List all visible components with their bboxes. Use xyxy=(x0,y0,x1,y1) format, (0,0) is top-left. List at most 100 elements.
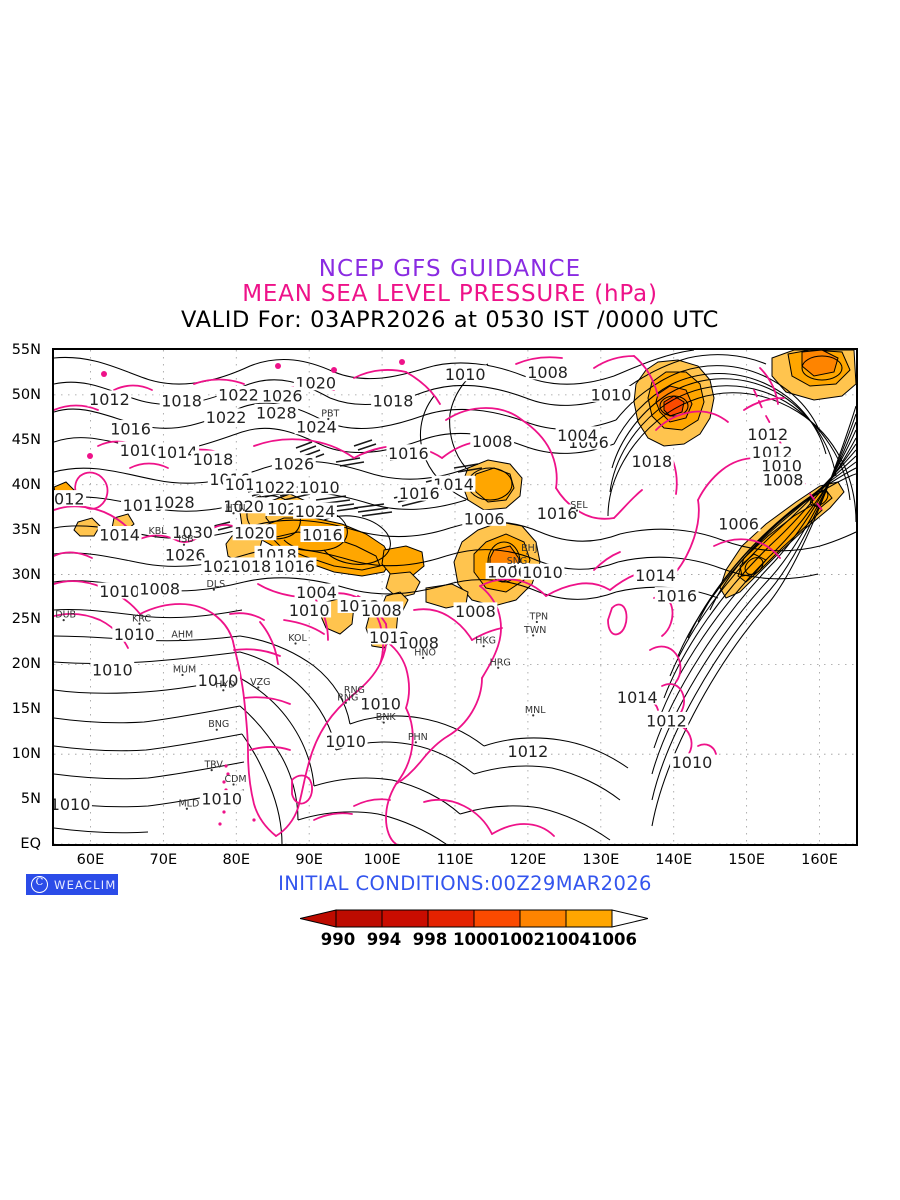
contour-label-halo xyxy=(97,582,142,599)
city-label-hyd: HYD xyxy=(215,680,235,691)
contour-label-halo xyxy=(271,455,316,472)
map-plot-area[interactable]: 1012 1018 1022 1020 1018 1010 1008 1010 1026 1028… xyxy=(52,348,858,846)
contour-label-halo xyxy=(232,524,277,541)
y-tick-45n: 45N xyxy=(11,431,41,448)
city-marker-dot xyxy=(62,619,65,622)
colorbar-tick-990: 990 xyxy=(320,930,356,949)
contour-label: 1010 xyxy=(360,694,401,713)
city-marker-dot xyxy=(182,543,186,546)
chart-title-block: NCEP GFS GUIDANCE MEAN SEA LEVEL PRESSUR… xyxy=(0,257,900,332)
contour-label: 1016 xyxy=(399,484,440,503)
contour-label: 1008 xyxy=(472,432,513,451)
contour-label-halo xyxy=(431,475,476,492)
city-marker-dot xyxy=(513,565,517,568)
y-tick-55n: 55N xyxy=(11,342,41,358)
city-label-mnl: MNL xyxy=(525,705,546,716)
y-axis-labels: 55N 50N 45N 40N 35N 30N 25N 20N 15N 10N 5N EQ xyxy=(0,342,48,852)
weaclim-label: WEACLIM xyxy=(54,877,117,892)
contour-label: 1026 xyxy=(165,545,206,564)
contour-label-halo xyxy=(759,456,804,473)
title-variable-name: MEAN SEA LEVEL PRESSURE (hPa) xyxy=(242,281,658,308)
city-label-trv: TRV xyxy=(203,760,223,771)
contour-label: 1028 xyxy=(154,493,195,512)
contour-label-halo xyxy=(253,478,297,495)
copyright-icon: C xyxy=(31,876,48,893)
city-marker-dot xyxy=(215,728,218,731)
city-label-dls: DLS xyxy=(207,579,226,590)
city-label-mum: MUM xyxy=(173,664,196,675)
contour-label: 1004 xyxy=(296,583,337,602)
contour-label: 1006 xyxy=(464,509,505,528)
contour-label: 1022 xyxy=(255,478,296,497)
city-marker-dot xyxy=(351,694,354,697)
contour-label-halo xyxy=(386,444,431,461)
contour-label: 1014 xyxy=(635,566,676,585)
contour-label: 1008 xyxy=(398,633,439,652)
contour-label-halo xyxy=(397,484,442,501)
contour-label-halo xyxy=(629,452,674,469)
contour-label-halo xyxy=(191,450,235,467)
colorbar-swatch xyxy=(335,909,383,928)
city-label-dub: DUB xyxy=(55,610,76,621)
contour-label-halo xyxy=(462,509,507,526)
colorbar-tick-994: 994 xyxy=(366,930,402,949)
contour-label-halo xyxy=(371,392,415,409)
city-marker-dot xyxy=(154,535,157,538)
contour-label-halo xyxy=(485,562,530,579)
y-tick-25n: 25N xyxy=(11,611,41,628)
colorbar-over-arrow xyxy=(611,909,648,928)
contour-label: 1008 xyxy=(139,579,180,598)
contour-label-halo xyxy=(196,671,240,688)
contour-label: 1010 xyxy=(54,795,90,814)
contour-label: 1018 xyxy=(631,452,672,471)
contour-label: 1018 xyxy=(193,450,234,469)
contour-label-halo xyxy=(294,583,339,600)
colorbar[interactable]: 990 994 998 1000 1002 1004 1006 xyxy=(300,908,648,954)
city-marker-dot xyxy=(482,645,485,648)
contour-label-halo xyxy=(670,753,714,770)
weaclim-logo: C WEACLIM xyxy=(26,874,118,895)
colorbar-tick-998: 998 xyxy=(412,930,448,949)
contour-label: 1010 xyxy=(120,441,161,460)
x-tick-130e: 130E xyxy=(582,852,620,868)
city-marker-dot xyxy=(232,783,235,786)
contour-label-halo xyxy=(294,418,339,435)
contour-label: 1026 xyxy=(274,455,315,474)
contour-label-halo xyxy=(155,443,200,460)
contour-label-halo xyxy=(525,363,570,380)
y-tick-15n: 15N xyxy=(11,701,41,718)
contour-label: 1010 xyxy=(445,365,486,384)
contour-label-halo xyxy=(443,365,488,382)
colorbar-swatch xyxy=(427,909,475,928)
contour-label: 1012 xyxy=(89,390,130,409)
city-marker-dot xyxy=(422,656,425,659)
contour-label-halo xyxy=(359,601,404,618)
contour-label-halo xyxy=(297,478,342,495)
colorbar-tick-labels: 990 994 998 1000 1002 1004 1006 xyxy=(300,930,648,952)
colorbar-swatch xyxy=(473,909,521,928)
x-tick-150e: 150E xyxy=(728,852,766,868)
city-label-ahm: AHM xyxy=(171,629,193,640)
contour-label-halo xyxy=(228,557,273,574)
contour-label-halo xyxy=(555,426,600,443)
x-tick-110e: 110E xyxy=(436,852,474,868)
city-marker-dot xyxy=(344,701,347,704)
y-tick-20n: 20N xyxy=(11,656,41,673)
contour-label: 1010 xyxy=(299,478,340,497)
contour-label-halo xyxy=(287,601,332,618)
contour-label-halo xyxy=(108,420,153,437)
contour-label-halo xyxy=(293,374,338,391)
contour-label-halo xyxy=(216,385,261,402)
city-marker-dot xyxy=(497,666,500,669)
contour-label: 1008 xyxy=(527,363,568,382)
contour-label-halo xyxy=(97,526,142,543)
city-marker-dot xyxy=(414,741,417,744)
city-label-kol: KOL xyxy=(288,633,307,644)
city-label-hkg: HKG xyxy=(475,636,496,647)
y-tick-5n: 5N xyxy=(20,791,41,808)
contour-label-halo xyxy=(453,602,498,619)
contour-label: 1014 xyxy=(617,688,658,707)
city-label-hrg: HRG xyxy=(490,657,511,668)
x-tick-140e: 140E xyxy=(655,852,693,868)
colorbar-swatch xyxy=(565,909,613,928)
